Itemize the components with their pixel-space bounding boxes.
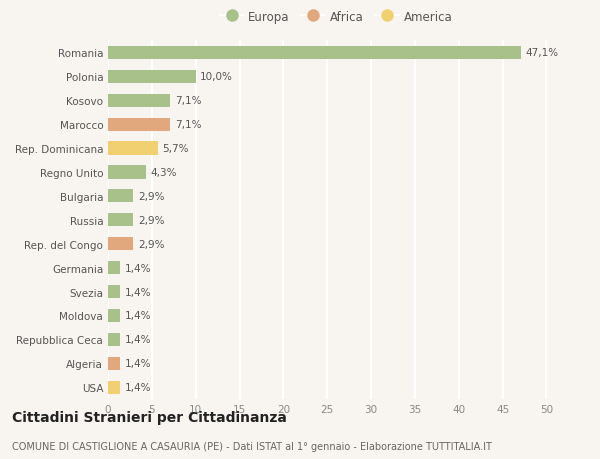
Text: 7,1%: 7,1%	[175, 96, 201, 106]
Text: COMUNE DI CASTIGLIONE A CASAURIA (PE) - Dati ISTAT al 1° gennaio - Elaborazione : COMUNE DI CASTIGLIONE A CASAURIA (PE) - …	[12, 441, 492, 451]
Text: 2,9%: 2,9%	[138, 191, 164, 202]
Text: 1,4%: 1,4%	[125, 335, 151, 345]
Bar	[108, 285, 120, 298]
Bar	[108, 381, 120, 394]
Text: 1,4%: 1,4%	[125, 382, 151, 392]
Text: 2,9%: 2,9%	[138, 215, 164, 225]
Bar	[108, 142, 158, 155]
Text: 1,4%: 1,4%	[125, 311, 151, 321]
Bar	[108, 309, 120, 322]
Text: 2,9%: 2,9%	[138, 239, 164, 249]
Bar	[108, 238, 133, 251]
Bar	[108, 333, 120, 346]
Bar	[108, 166, 146, 179]
Bar	[108, 357, 120, 370]
Text: 47,1%: 47,1%	[526, 48, 559, 58]
Text: 7,1%: 7,1%	[175, 120, 201, 130]
Bar	[108, 118, 170, 131]
Text: 5,7%: 5,7%	[163, 144, 189, 154]
Bar	[108, 214, 133, 227]
Text: 1,4%: 1,4%	[125, 287, 151, 297]
Bar	[108, 190, 133, 203]
Bar	[108, 71, 196, 84]
Text: 1,4%: 1,4%	[125, 358, 151, 369]
Legend: Europa, Africa, America: Europa, Africa, America	[215, 6, 457, 28]
Text: 10,0%: 10,0%	[200, 72, 233, 82]
Text: 4,3%: 4,3%	[150, 168, 176, 178]
Text: 1,4%: 1,4%	[125, 263, 151, 273]
Bar	[108, 47, 521, 60]
Text: Cittadini Stranieri per Cittadinanza: Cittadini Stranieri per Cittadinanza	[12, 411, 287, 425]
Bar	[108, 262, 120, 274]
Bar	[108, 95, 170, 107]
